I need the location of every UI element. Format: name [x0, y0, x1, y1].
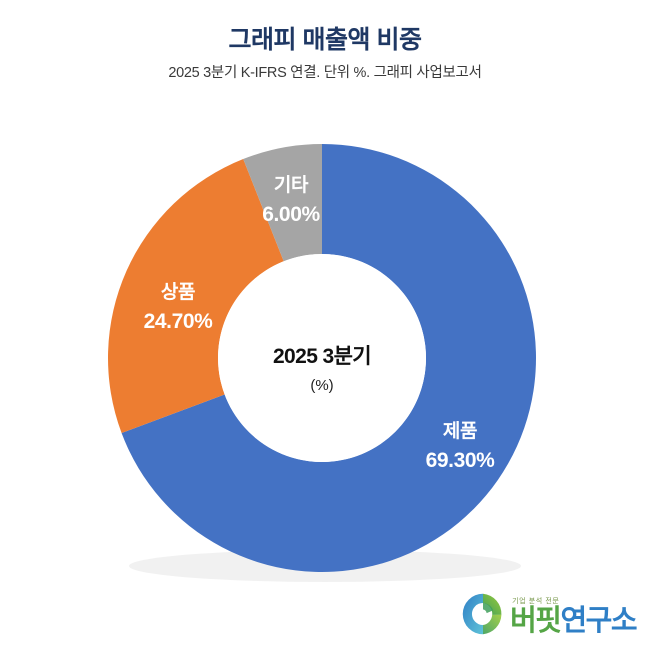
donut-center-title: 2025 3분기: [273, 345, 371, 368]
pie-slice-other[interactable]: [243, 144, 322, 262]
donut-center-unit: (%): [310, 377, 333, 394]
donut-hole: [218, 254, 426, 462]
slice-label-other-value: 6.00%: [262, 203, 320, 226]
slice-label-goods-value: 24.70%: [144, 310, 214, 333]
logo-wordmark-part2: 연구소: [560, 605, 637, 637]
swirl-circle-icon: [462, 593, 502, 635]
chart-header: 그래피 매출액 비중 2025 3분기 K-IFRS 연결. 단위 %. 그래피…: [0, 0, 650, 82]
logo-wordmark: 버핏연구소: [510, 605, 637, 637]
logo-wordmark-part1: 버핏: [510, 605, 562, 637]
pie-slice-product[interactable]: [121, 144, 537, 572]
logo-tagline: 기업 분석 전문: [512, 598, 560, 605]
slice-label-product-value: 69.30%: [426, 449, 496, 472]
page-subtitle: 2025 3분기 K-IFRS 연결. 단위 %. 그래피 사업보고서: [168, 64, 482, 81]
slice-label-goods-name: 상품: [161, 281, 195, 303]
logo-text: 기업 분석 전문 버핏연구소: [510, 598, 637, 638]
slice-label-product-name: 제품: [443, 420, 477, 442]
page-title: 그래피 매출액 비중: [228, 26, 422, 54]
slice-label-other-name: 기타: [274, 174, 309, 196]
brand-logo: 기업 분석 전문 버핏연구소: [460, 586, 637, 638]
pie-slice-goods[interactable]: [108, 159, 284, 434]
